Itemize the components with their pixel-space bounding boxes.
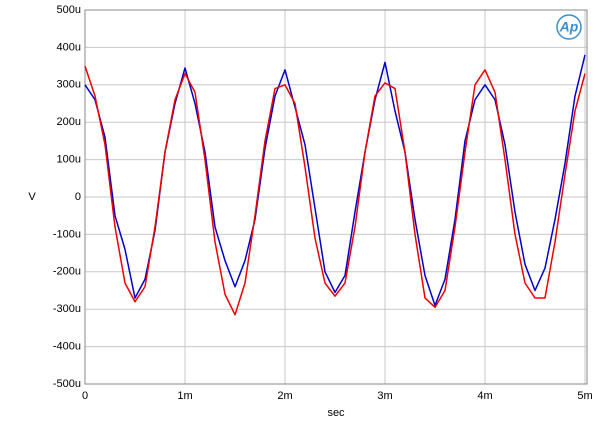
y-tick-label: 0 bbox=[75, 191, 81, 203]
line-series bbox=[84, 65, 586, 316]
y-tick-label: -200u bbox=[53, 266, 81, 278]
y-tick-label: -500u bbox=[53, 378, 81, 390]
x-tick-label: 1m bbox=[177, 390, 192, 402]
y-axis-label: V bbox=[28, 191, 36, 203]
x-tick-label: 5m bbox=[577, 390, 592, 402]
plot-frame bbox=[84, 9, 588, 385]
y-tick-label: 400u bbox=[57, 41, 81, 53]
x-tick-label: 0 bbox=[82, 390, 88, 402]
y-tick-label: -100u bbox=[53, 228, 81, 240]
logo: Ap bbox=[559, 19, 579, 35]
y-tick-label: 200u bbox=[57, 116, 81, 128]
y-tick-label: 100u bbox=[57, 154, 81, 166]
x-tick-label: 3m bbox=[377, 390, 392, 402]
x-tick-label: 4m bbox=[477, 390, 492, 402]
y-tick-label: -300u bbox=[53, 303, 81, 315]
x-axis-label: sec bbox=[327, 407, 345, 419]
y-tick-label: -400u bbox=[53, 341, 81, 353]
y-tick-label: 500u bbox=[57, 4, 81, 16]
y-tick-label: 300u bbox=[57, 79, 81, 91]
logo-ring bbox=[556, 14, 582, 40]
line-series bbox=[84, 54, 586, 307]
x-tick-label: 2m bbox=[277, 390, 292, 402]
